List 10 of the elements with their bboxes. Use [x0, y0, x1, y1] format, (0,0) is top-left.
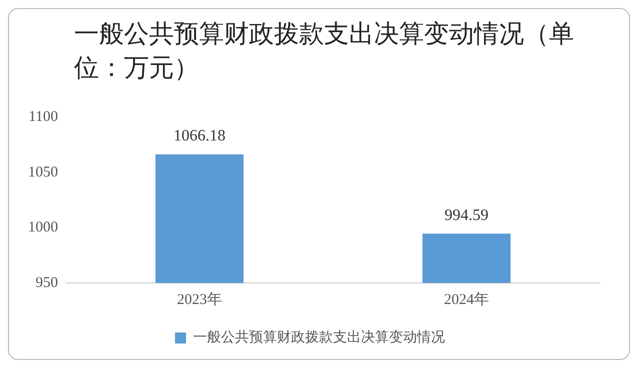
legend-label: 一般公共预算财政拨款支出决算变动情况 [193, 330, 445, 346]
x-tick-label: 2023年 [177, 290, 222, 308]
data-label: 1066.18 [174, 128, 226, 145]
x-tick-label: 2024年 [444, 290, 489, 308]
y-tick-label: 1000 [28, 220, 58, 236]
data-label: 994.59 [444, 206, 488, 224]
y-tick-label: 950 [36, 274, 58, 291]
chart-title: 一般公共预算财政拨款支出决算变动情况（单位：万元） [73, 20, 575, 84]
y-tick-label: 1100 [28, 108, 58, 125]
y-tick-label: 1050 [28, 164, 58, 180]
